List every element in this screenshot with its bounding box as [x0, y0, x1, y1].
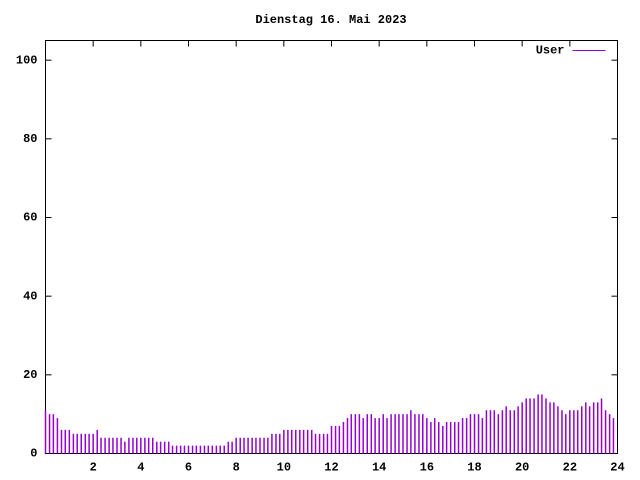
x-tick-label: 20 — [515, 461, 529, 475]
x-tick-label: 4 — [137, 461, 144, 475]
y-tick-label: 60 — [23, 211, 37, 225]
y-tick-label: 0 — [30, 447, 37, 461]
chart-title: Dienstag 16. Mai 2023 — [255, 13, 406, 27]
x-tick-label: 6 — [185, 461, 192, 475]
x-tick-label: 24 — [610, 461, 624, 475]
x-tick-label: 22 — [563, 461, 577, 475]
legend-label: User — [536, 44, 565, 58]
y-tick-label: 20 — [23, 368, 37, 382]
x-tick-label: 18 — [467, 461, 481, 475]
x-tick-label: 12 — [324, 461, 338, 475]
x-tick-label: 8 — [233, 461, 240, 475]
y-tick-label: 100 — [16, 53, 38, 67]
x-tick-label: 14 — [372, 461, 386, 475]
x-tick-label: 2 — [90, 461, 97, 475]
y-tick-label: 80 — [23, 132, 37, 146]
x-tick-label: 10 — [277, 461, 291, 475]
x-tick-label: 16 — [420, 461, 434, 475]
y-tick-label: 40 — [23, 289, 37, 303]
